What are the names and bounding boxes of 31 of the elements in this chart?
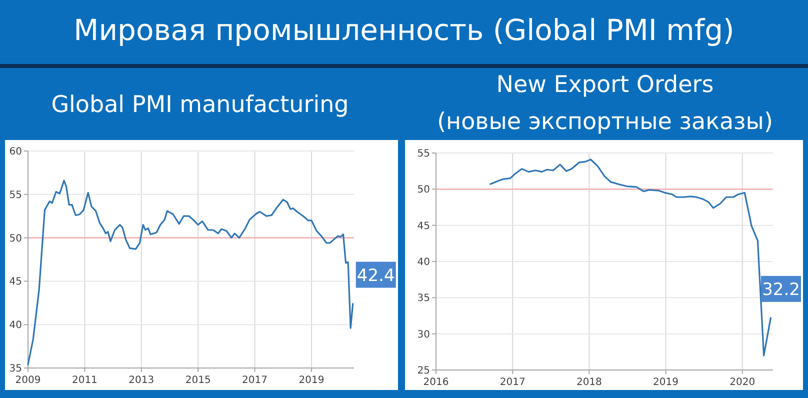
x-tick-label: 2017	[500, 377, 526, 388]
chart-title: New Export Orders	[496, 72, 714, 98]
annotation: 32.2	[762, 280, 800, 300]
y-tick-label: 55	[417, 148, 430, 160]
annotation: 42.4	[356, 266, 395, 286]
x-tick-label: 2016	[423, 377, 449, 388]
chart-subtitle: (новые экспортные заказы)	[437, 109, 773, 135]
y-tick-label: 25	[417, 366, 430, 376]
y-tick-label: 30	[417, 329, 430, 340]
y-tick-label: 35	[417, 293, 430, 304]
x-tick-label: 2019	[298, 375, 324, 386]
x-tick-label: 2017	[242, 375, 268, 386]
y-tick-label: 35	[9, 364, 22, 374]
y-tick-label: 45	[9, 276, 22, 288]
y-tick-label: 45	[417, 220, 430, 232]
y-tick-label: 50	[417, 184, 430, 196]
x-tick-label: 2009	[15, 375, 41, 386]
x-tick-label: 2018	[576, 377, 602, 388]
y-tick-label: 40	[9, 320, 22, 332]
line-series	[27, 180, 354, 366]
y-tick-label: 40	[417, 257, 430, 268]
y-tick-label: 50	[9, 233, 22, 244]
x-tick-label: 2020	[730, 377, 756, 388]
x-tick-label: 2013	[128, 375, 154, 386]
x-tick-label: 2019	[653, 377, 678, 388]
x-tick-label: 2015	[185, 375, 211, 386]
text: Мировая промышленность (Global PMI mfg)	[74, 13, 734, 47]
chart-title: Global PMI manufacturing	[51, 92, 349, 118]
x-tick-label: 2011	[72, 375, 98, 386]
y-tick-label: 55	[9, 190, 22, 201]
y-tick-label: 60	[9, 146, 22, 158]
